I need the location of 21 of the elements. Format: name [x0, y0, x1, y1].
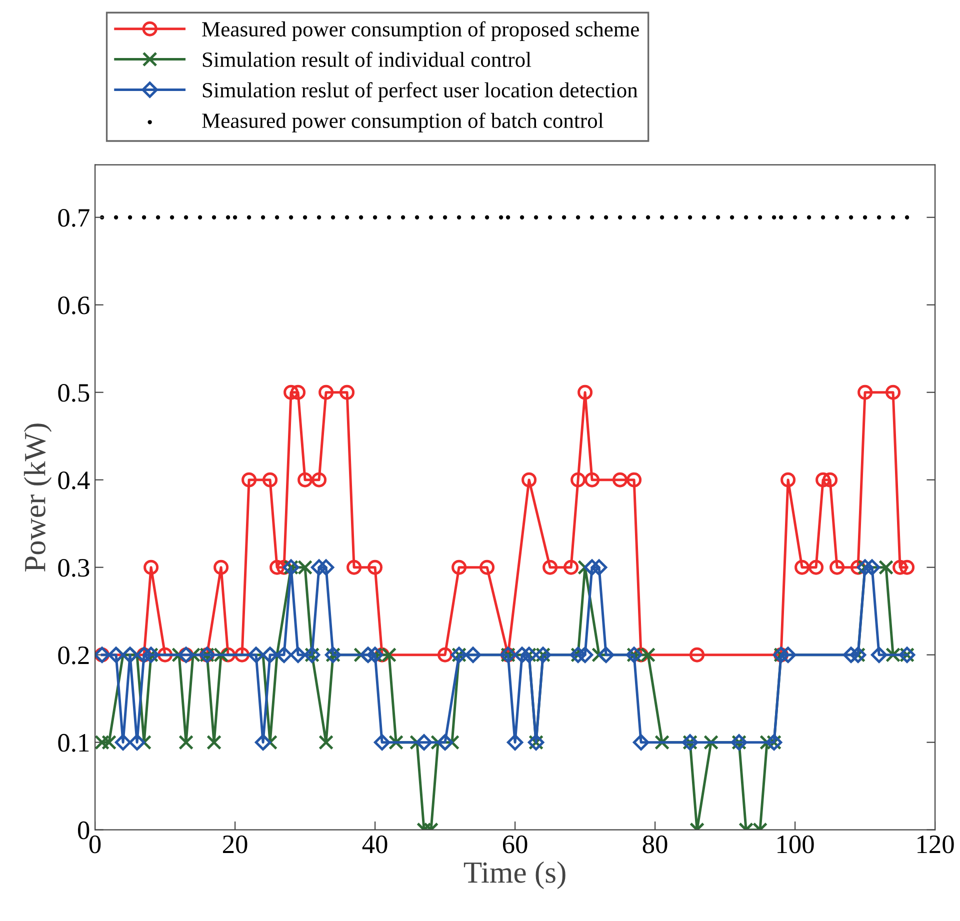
x-tick-label: 80	[642, 835, 668, 854]
x-tick-label: 0	[89, 835, 101, 854]
legend-label: Measured power consumption of batch control	[202, 112, 604, 132]
y-tick-label: 0.3	[58, 558, 90, 577]
y-tick-label: 0.2	[58, 646, 89, 664]
legend-label: Measured power consumption of proposed scheme	[202, 21, 639, 41]
legend-label: Simulation reslut of perfect user location detection	[202, 82, 638, 102]
y-tick-label: 0	[78, 821, 90, 840]
x-tick-label: 60	[502, 835, 528, 854]
y-tick-label: 0.5	[58, 384, 90, 402]
x-tick-label: 120	[918, 835, 954, 854]
y-tick-label: 0.4	[58, 471, 90, 490]
x-tick-label: 20	[223, 835, 248, 854]
x-tick-label: 100	[778, 835, 814, 854]
x-axis-title: Time (s)	[464, 861, 566, 890]
y-axis-title: Power (kW)	[24, 424, 52, 572]
y-tick-label: 0.6	[58, 296, 90, 314]
legend-label: Simulation result of individual control	[202, 52, 532, 68]
y-tick-label: 0.7	[58, 208, 90, 227]
y-tick-label: 0.1	[58, 734, 89, 752]
x-tick-label: 40	[362, 835, 388, 854]
